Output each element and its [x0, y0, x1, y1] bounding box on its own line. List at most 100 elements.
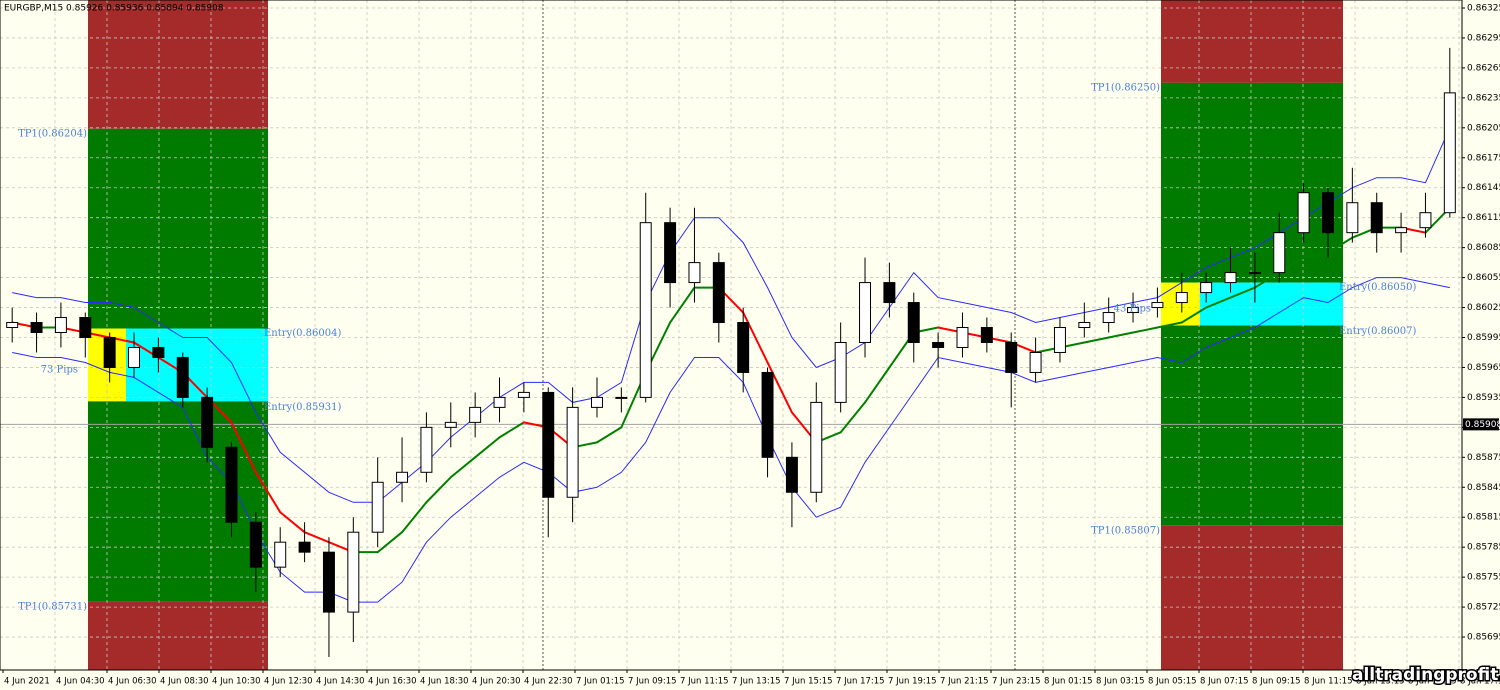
ma-segment — [669, 286, 696, 324]
candle-body — [298, 541, 311, 553]
ma-segment — [839, 401, 867, 434]
candle-body — [1443, 92, 1456, 214]
ma-segment — [1253, 271, 1281, 289]
ma-segment — [864, 366, 891, 404]
y-tick-label: 0.85995 — [1467, 333, 1500, 343]
candle-body — [859, 282, 871, 343]
candle-body — [591, 396, 603, 408]
candle-body — [1200, 282, 1213, 294]
candle-body — [566, 406, 579, 498]
candle-body — [322, 551, 335, 613]
candle-body — [1102, 312, 1115, 324]
tp-label: TP1(0.86204) — [18, 128, 87, 139]
x-tick-label: 7 Jun 01:15 — [576, 677, 625, 687]
tp-label: TP1(0.85807) — [1091, 526, 1160, 537]
stop-zone — [1161, 525, 1343, 670]
candle-body — [1029, 351, 1042, 373]
stop-zone — [88, 601, 268, 670]
candle-body — [1078, 322, 1091, 329]
x-tick-label: 7 Jun 19:15 — [888, 677, 937, 687]
candle-body — [688, 262, 701, 284]
ma-segment — [1302, 251, 1329, 259]
x-tick-label: 4 Jun 22:30 — [524, 677, 573, 687]
ma-segment — [1132, 326, 1159, 334]
candle-body — [639, 222, 652, 398]
ma-segment — [1326, 236, 1354, 254]
candle-body — [907, 302, 920, 343]
ma-segment — [498, 421, 525, 439]
watermark: alltradingprofit.com — [1352, 665, 1500, 685]
candle-body — [371, 481, 384, 533]
x-tick-label: 4 Jun 12:30 — [264, 677, 313, 687]
candle-body — [225, 446, 238, 523]
x-tick-label: 4 Jun 06:30 — [108, 677, 157, 687]
candle-body — [1322, 192, 1334, 234]
candle-body — [883, 282, 896, 304]
x-tick-label: 7 Jun 23:15 — [992, 677, 1041, 687]
candle-body — [517, 391, 530, 398]
x-tick-label: 4 Jun 08:30 — [160, 677, 209, 687]
y-tick-label: 0.86025 — [1467, 303, 1500, 313]
pips-label: 73 Pips — [41, 364, 78, 375]
x-tick-label: 4 Jun 20:30 — [472, 677, 521, 687]
indicator-layer — [11, 127, 1451, 603]
price-tag — [1463, 418, 1499, 431]
ma-segment — [279, 511, 306, 534]
entry-label: Entry(0.86004) — [264, 328, 341, 339]
ma-segment — [474, 436, 501, 459]
candle-body — [810, 401, 823, 493]
tp-label: TP1(0.86250) — [1091, 82, 1160, 93]
x-tick-label: 7 Jun 15:15 — [784, 677, 833, 687]
candle-body — [956, 327, 969, 348]
candle-body — [347, 531, 360, 613]
y-tick-label: 0.85875 — [1467, 453, 1500, 463]
candle-body — [1370, 202, 1383, 234]
y-tick-label: 0.86115 — [1467, 213, 1500, 223]
candle-body — [444, 421, 457, 428]
y-tick-label: 0.85965 — [1467, 363, 1500, 373]
x-tick-label: 8 Jun 11:15 — [1304, 677, 1353, 687]
y-tick-label: 0.86055 — [1467, 273, 1500, 283]
y-tick-label: 0.86085 — [1467, 243, 1500, 253]
ma-segment — [1229, 286, 1256, 299]
candle-body — [1151, 302, 1164, 309]
y-tick-label: 0.86145 — [1467, 183, 1500, 193]
candle-body — [201, 396, 214, 448]
candles-layer — [6, 47, 1456, 658]
candle-body — [737, 322, 750, 373]
candle-body — [761, 371, 774, 458]
grid-layer — [0, 0, 1462, 670]
candle-body — [54, 317, 67, 334]
entry-label: Entry(0.86007) — [1339, 326, 1416, 337]
candle-body — [615, 396, 628, 399]
pips-label: 43 Pips — [1114, 304, 1151, 315]
x-tick-label: 7 Jun 09:15 — [628, 677, 677, 687]
candle-body — [30, 322, 43, 334]
x-tick-label: 8 Jun 07:15 — [1200, 677, 1249, 687]
x-tick-label: 8 Jun 03:15 — [1096, 677, 1145, 687]
x-tick-label: 8 Jun 13:15 — [1356, 677, 1405, 687]
y-tick-label: 0.86295 — [1467, 33, 1500, 43]
candle-body — [1346, 202, 1359, 234]
candle-body — [1224, 272, 1237, 284]
candle-body — [1273, 232, 1286, 274]
y-tick-label: 0.85785 — [1467, 543, 1500, 553]
y-tick-label: 0.86265 — [1467, 63, 1500, 73]
x-tick-label: 4 Jun 04:30 — [56, 677, 105, 687]
ma-segment — [1083, 336, 1110, 344]
x-tick-label: 7 Jun 13:15 — [732, 677, 781, 687]
y-tick-label: 0.85725 — [1467, 603, 1500, 613]
x-tick-label: 7 Jun 21:15 — [940, 677, 989, 687]
target-zone — [1161, 325, 1343, 526]
entry-label: Entry(0.85931) — [264, 402, 341, 413]
candle-body — [249, 521, 262, 568]
ma-segment — [401, 501, 428, 534]
x-tick-label: 7 Jun 17:15 — [836, 677, 885, 687]
y-tick-label: 0.85695 — [1467, 633, 1500, 643]
target-zone — [1161, 82, 1343, 283]
candle-body — [1395, 227, 1408, 234]
tp-label: TP1(0.85731) — [18, 602, 87, 613]
x-tick-label: 4 Jun 14:30 — [316, 677, 365, 687]
entry-label: Entry(0.86050) — [1339, 282, 1416, 293]
